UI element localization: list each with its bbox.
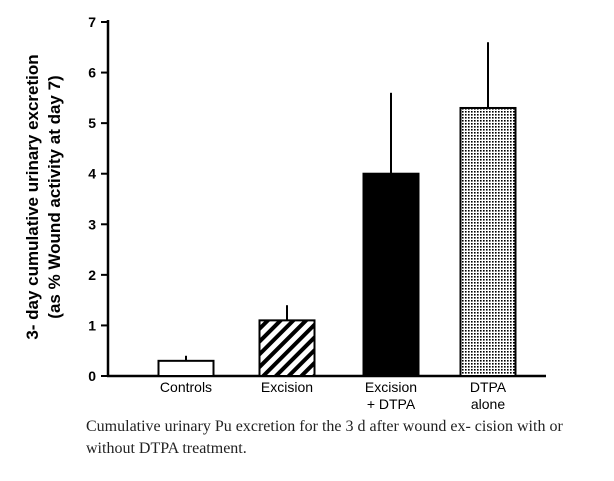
x-category-label: Controls (160, 379, 212, 395)
x-category-label: Excision (261, 379, 313, 395)
y-tick-label: 5 (88, 115, 96, 131)
x-category-label: DTPA (470, 379, 507, 395)
bar (258, 319, 316, 377)
y-axis-label-line-1: 3- day cumulative urinary excretion (23, 54, 42, 339)
y-axis-label: 3- day cumulative urinary excretion (as … (23, 54, 64, 339)
x-category-label: alone (471, 396, 505, 410)
y-tick-label: 4 (88, 166, 96, 182)
y-tick-label: 3 (88, 216, 96, 232)
y-tick-label: 2 (88, 267, 96, 283)
x-category-label: Excision (365, 379, 417, 395)
y-axis-label-line-2: (as % Wound activity at day 7) (45, 75, 64, 318)
y-tick-label: 1 (88, 317, 96, 333)
y-tick-label: 7 (88, 14, 96, 30)
bar (157, 359, 215, 378)
figure-caption: Cumulative urinary Pu excretion for the … (86, 418, 563, 457)
y-tick-label: 6 (88, 65, 96, 81)
bar-chart: 3- day cumulative urinary excretion (as … (23, 14, 546, 410)
y-tick-label: 0 (88, 368, 96, 384)
bar (362, 172, 420, 377)
bar (459, 106, 517, 377)
x-category-label: + DTPA (367, 396, 416, 410)
